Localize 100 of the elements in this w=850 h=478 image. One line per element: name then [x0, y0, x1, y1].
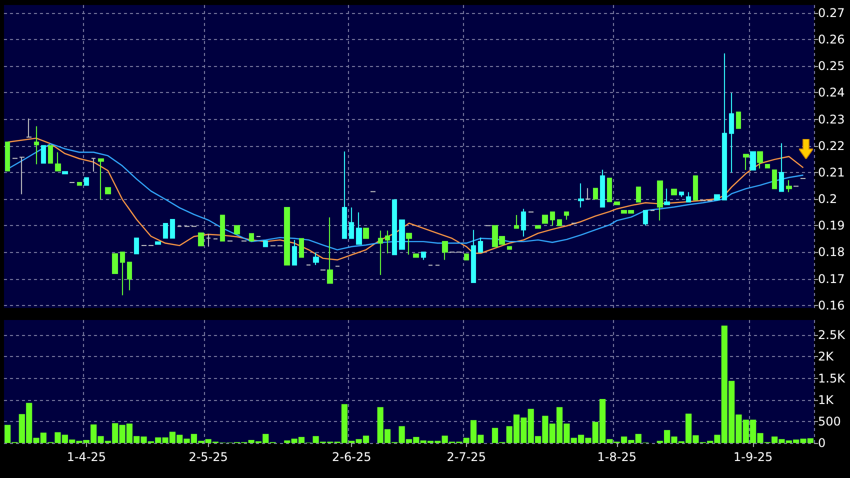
- candlestick: [607, 178, 612, 202]
- candlestick: [786, 180, 792, 193]
- candlestick: [507, 246, 512, 250]
- candlestick: [98, 158, 104, 200]
- candlestick: [729, 92, 734, 173]
- candlestick: [77, 182, 82, 186]
- candlestick: [564, 212, 569, 220]
- y-tick-label: 0.2: [818, 192, 838, 206]
- candlestick: [722, 52, 727, 200]
- candlestick: [614, 201, 620, 206]
- candlestick: [585, 188, 591, 200]
- y-tick-label: 0.25: [818, 59, 845, 74]
- y-tick-label: 0.16: [818, 298, 845, 312]
- candlestick: [600, 169, 605, 208]
- x-tick-label: 2-5-25: [188, 450, 228, 464]
- candlestick: [299, 238, 304, 258]
- y-tick-label: 0.21: [818, 165, 845, 180]
- candlestick: [442, 241, 448, 260]
- candlestick: [385, 230, 390, 254]
- candlestick: [671, 188, 677, 196]
- candlestick: [765, 164, 770, 168]
- candlestick: [313, 252, 319, 266]
- candlestick: [170, 218, 175, 239]
- candlestick: [514, 214, 519, 229]
- x-tick-label: 1-8-25: [597, 450, 636, 464]
- candlestick: [249, 233, 254, 242]
- candlestick: [399, 220, 405, 250]
- candlestick: [679, 192, 684, 198]
- y-tick-label: 0.19: [818, 218, 845, 233]
- candlestick: [55, 152, 61, 172]
- y-tick-label: 2K: [818, 350, 835, 364]
- candlestick: [234, 225, 240, 234]
- candlestick: [542, 214, 548, 224]
- candlestick: [34, 126, 39, 165]
- candlestick: [686, 192, 691, 202]
- candlestick: [363, 228, 369, 239]
- candlestick: [198, 232, 204, 246]
- y-tick-label: 1K: [818, 392, 835, 407]
- candlestick: [206, 233, 211, 248]
- candlestick: [263, 240, 268, 248]
- candlestick: [643, 210, 648, 226]
- candlestick: [664, 188, 670, 206]
- candlestick: [327, 216, 333, 284]
- candlestick: [478, 237, 483, 253]
- candlestick: [134, 238, 139, 254]
- candlestick: [48, 145, 53, 164]
- y-tick-label: 1.5K: [818, 371, 846, 386]
- candlestick: [342, 150, 347, 239]
- candlestick: [557, 219, 562, 226]
- candlestick: [736, 112, 741, 129]
- candlestick: [91, 158, 96, 172]
- y-tick-label: 0.18: [818, 245, 845, 260]
- y-tick-label: 0.27: [818, 6, 845, 20]
- candlestick: [779, 142, 784, 192]
- y-tick-label: 0.17: [818, 272, 845, 286]
- candlestick: [413, 254, 419, 258]
- candlestick: [757, 151, 763, 169]
- candlestick: [284, 207, 290, 266]
- candlestick: [120, 252, 125, 296]
- candlestick: [62, 171, 68, 174]
- candlestick: [392, 199, 397, 256]
- candlestick: [471, 229, 476, 283]
- candlestick: [220, 214, 225, 242]
- candlestick: [349, 207, 354, 239]
- candlestick: [714, 194, 720, 200]
- candlestick: [292, 239, 297, 266]
- y-tick-label: 500: [818, 414, 841, 428]
- candlestick: [750, 151, 756, 171]
- y-tick-label: 0.22: [818, 138, 845, 153]
- candlestick: [593, 188, 598, 200]
- candlestick: [693, 175, 698, 200]
- candlestick: [421, 252, 426, 260]
- candlestick: [743, 154, 749, 171]
- candlestick: [5, 142, 10, 172]
- y-tick-label: 0.24: [818, 86, 845, 100]
- x-tick-label: 1-9-25: [733, 450, 773, 464]
- candlestick: [521, 208, 526, 238]
- candlestick: [105, 187, 111, 194]
- x-tick-label: 2-6-25: [332, 450, 372, 464]
- y-tick-label: 0.23: [818, 112, 845, 126]
- candlestick: [84, 177, 89, 186]
- candlestick: [578, 182, 584, 208]
- candlestick: [406, 232, 412, 256]
- candlestick: [636, 186, 641, 202]
- candlestick: [378, 230, 383, 276]
- x-tick-label: 1-4-25: [66, 450, 106, 464]
- candlestick: [155, 241, 161, 245]
- candlestick: [19, 156, 25, 195]
- candlestick: [657, 180, 663, 222]
- candlestick: [356, 212, 362, 245]
- candlestick: [163, 222, 168, 239]
- y-tick-label: 0.26: [818, 32, 845, 47]
- candlestick: [26, 118, 32, 138]
- candlestick: [127, 262, 132, 291]
- candlestick: [112, 253, 118, 274]
- y-tick-label: 2.5K: [818, 328, 846, 342]
- candlestick: [535, 225, 541, 229]
- candlestick: [550, 212, 555, 226]
- candlestick: [772, 170, 777, 190]
- y-tick-label: 0: [818, 436, 826, 450]
